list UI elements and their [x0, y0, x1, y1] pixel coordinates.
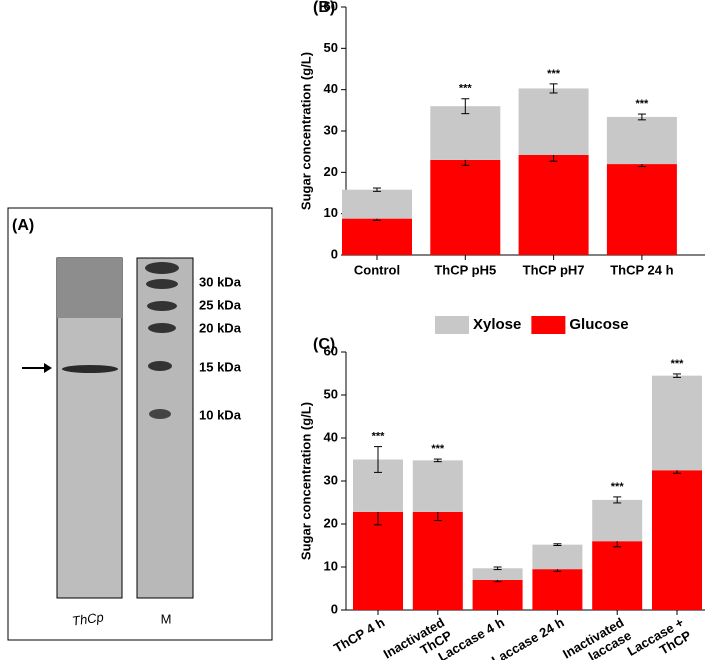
bar-segment: [430, 159, 501, 255]
gel-band: [146, 279, 178, 289]
bar-segment: [412, 460, 463, 512]
marker-label: 25 kDa: [199, 297, 242, 312]
legend-label: Glucose: [569, 316, 628, 333]
significance: ***: [611, 481, 625, 493]
error-bar: [613, 496, 622, 504]
bar-segment: [592, 499, 643, 542]
y-axis-label: Sugar concentration (g/L): [298, 402, 313, 560]
marker-label: 30 kDa: [199, 274, 242, 289]
bar-segment: [342, 218, 412, 255]
marker-label: 10 kDa: [199, 407, 242, 422]
gel-band: [149, 409, 171, 419]
significance: ***: [635, 98, 649, 110]
panel-label: (C): [313, 336, 335, 353]
x-tick-label: ThCP pH7: [523, 262, 585, 277]
y-tick-label: 0: [331, 246, 338, 261]
y-tick-label: 50: [324, 386, 338, 401]
bar-segment: [592, 541, 643, 610]
bar-segment: [472, 579, 523, 610]
bar-segment: [518, 88, 589, 155]
gel-smear: [57, 258, 122, 318]
y-tick-label: 30: [324, 122, 338, 137]
lane-label: ThCp: [71, 609, 105, 628]
y-tick-label: 20: [324, 515, 338, 530]
significance: ***: [547, 68, 561, 80]
gel-lane: [136, 257, 194, 599]
gel-band: [145, 262, 179, 274]
significance: ***: [459, 83, 473, 95]
bar-segment: [342, 189, 412, 219]
bar-segment: [652, 470, 702, 610]
error-bar: [673, 373, 681, 378]
y-tick-label: 10: [324, 205, 338, 220]
gel-band: [148, 323, 176, 333]
error-bar: [373, 187, 381, 192]
bar-segment: [606, 164, 677, 255]
error-bar: [433, 458, 442, 463]
x-tick-label: ThCP pH5: [434, 262, 496, 277]
arrow-head: [44, 363, 52, 373]
bar-segment: [430, 106, 501, 160]
y-tick-label: 40: [324, 81, 338, 96]
legend-label: Xylose: [473, 316, 521, 333]
y-tick-label: 60: [324, 343, 338, 358]
gel-band: [147, 301, 177, 311]
error-bar: [461, 98, 470, 115]
marker-label: 20 kDa: [199, 320, 242, 335]
bar-segment: [518, 154, 589, 255]
bar-segment: [652, 375, 702, 471]
panel-label: (A): [12, 217, 34, 234]
y-axis-label: Sugar concentration (g/L): [298, 52, 313, 210]
bar-segment: [412, 511, 463, 610]
y-tick-label: 20: [324, 164, 338, 179]
x-tick-label: ThCP 4 h: [331, 615, 387, 656]
bar-segment: [532, 544, 583, 570]
y-tick-label: 60: [324, 0, 338, 13]
x-tick-label-group: Laccase +ThCP: [625, 614, 694, 658]
error-bar: [637, 113, 646, 121]
y-tick-label: 40: [324, 429, 338, 444]
panel-label: (B): [313, 0, 335, 16]
bar-segment: [472, 568, 523, 580]
x-tick-label-group: ThCP 4 h: [331, 615, 387, 656]
legend-swatch: [435, 316, 469, 334]
bar-segment: [353, 511, 403, 610]
bar-segment: [532, 569, 583, 610]
y-tick-label: 10: [324, 558, 338, 573]
y-tick-label: 50: [324, 40, 338, 55]
marker-label: 15 kDa: [199, 359, 242, 374]
error-bar: [493, 566, 502, 571]
bar-segment: [606, 116, 677, 165]
x-tick-label: ThCP 24 h: [610, 262, 673, 277]
significance: ***: [431, 443, 445, 455]
significance: ***: [372, 431, 386, 443]
gel-band: [62, 365, 118, 373]
y-tick-label: 0: [331, 601, 338, 616]
y-tick-label: 30: [324, 472, 338, 487]
x-tick-label: Control: [354, 262, 400, 277]
legend-swatch: [531, 316, 566, 334]
gel-band: [148, 361, 172, 371]
error-bar: [374, 446, 382, 473]
error-bar: [549, 83, 558, 94]
lane-label: M: [161, 611, 172, 626]
significance: ***: [671, 358, 685, 370]
panel-a: (A) 30 kDa 25 kDa 20 kDa 15 kDa 10 kDa T…: [7, 207, 273, 641]
error-bar: [553, 543, 562, 546]
